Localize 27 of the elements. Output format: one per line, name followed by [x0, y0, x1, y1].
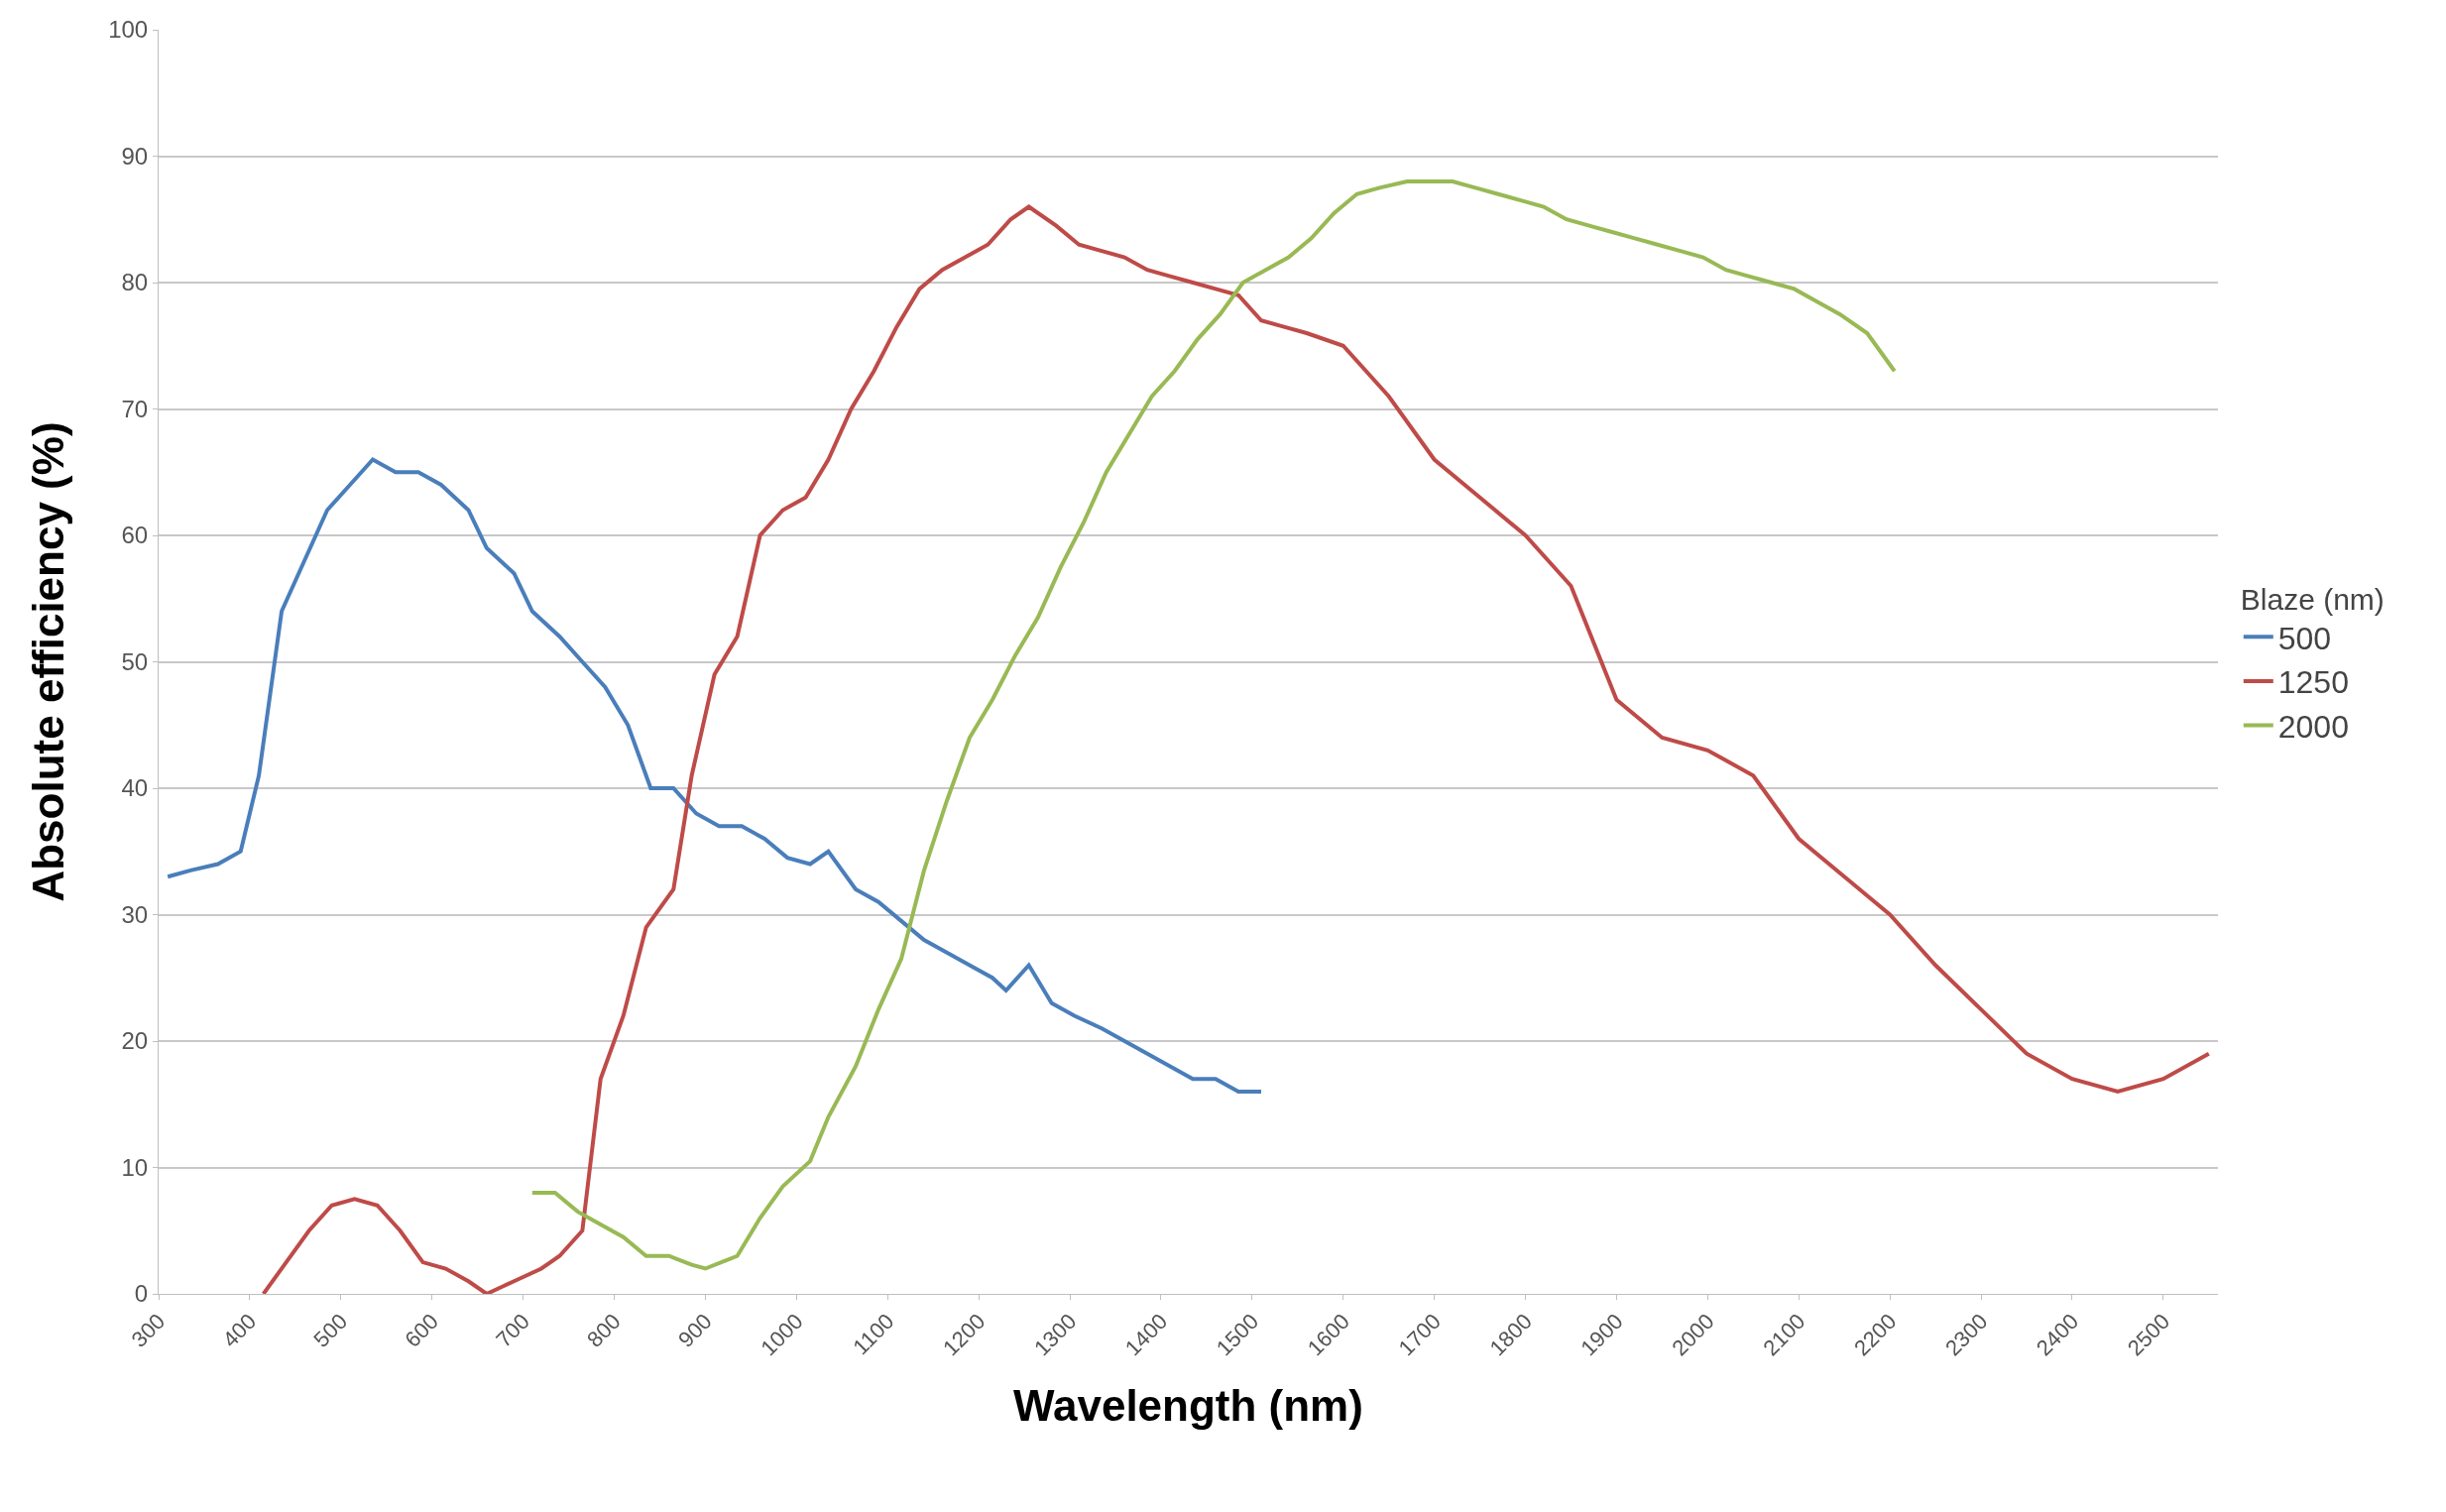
y-tick-label: 80 — [121, 269, 149, 296]
x-tick-label: 400 — [217, 1309, 262, 1352]
x-tick-label: 800 — [582, 1309, 626, 1352]
y-tick-label: 0 — [134, 1280, 149, 1308]
x-axis-title: Wavelength (nm) — [1013, 1380, 1363, 1430]
y-tick-label: 10 — [121, 1153, 149, 1181]
x-tick-label: 300 — [126, 1309, 171, 1352]
x-tick-label: 600 — [400, 1309, 444, 1352]
line-series — [166, 457, 1264, 1094]
y-tick-label: 90 — [121, 142, 149, 170]
legend-title: Blaze (nm) — [2240, 583, 2385, 616]
x-tick-label: 900 — [673, 1309, 717, 1352]
y-axis-title: Absolute efficiency (%) — [24, 421, 73, 902]
y-tick-label: 100 — [108, 16, 149, 44]
line-series — [529, 179, 1897, 1271]
x-tick-label: 700 — [491, 1309, 534, 1352]
y-tick-label: 50 — [121, 647, 149, 675]
x-tick-label: 500 — [308, 1309, 353, 1352]
y-tick-label: 20 — [121, 1027, 149, 1055]
y-tick-label: 30 — [121, 900, 149, 928]
legend-label: 2000 — [2277, 708, 2349, 745]
line-series — [261, 204, 2211, 1294]
y-tick-label: 60 — [121, 522, 149, 549]
legend-label: 1250 — [2277, 664, 2349, 701]
legend-label: 500 — [2277, 620, 2332, 656]
y-tick-label: 70 — [121, 395, 149, 422]
y-tick-label: 40 — [121, 774, 149, 802]
